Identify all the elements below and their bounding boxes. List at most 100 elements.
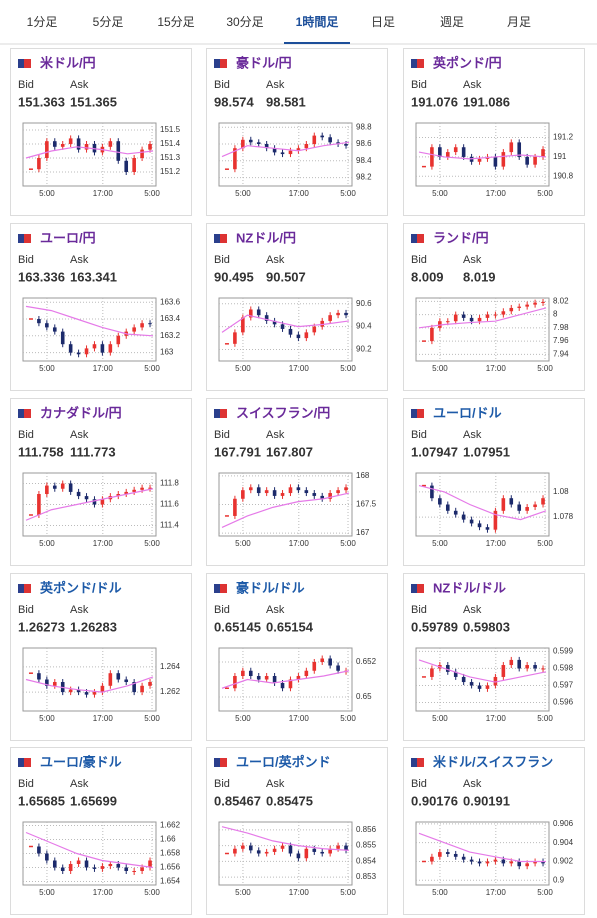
ask-label: Ask xyxy=(266,254,285,266)
y-tick-label: 8 xyxy=(553,310,558,319)
x-tick-label: 5:00 xyxy=(537,888,553,897)
rate-card[interactable]: 米ドル/円 Bid Ask 151.363 151.365 151.2 151.3 151.4… xyxy=(10,48,192,216)
tab[interactable]: 日足 xyxy=(371,15,395,29)
y-tick-label: 1.078 xyxy=(553,512,574,521)
y-tick-label: 151.5 xyxy=(160,125,181,134)
y-tick-label: 98.4 xyxy=(356,156,372,165)
tab[interactable]: 1時間足 xyxy=(296,14,339,29)
candle xyxy=(288,150,293,155)
moving-average xyxy=(25,146,154,159)
candle xyxy=(132,158,136,172)
pair-title[interactable]: 英ポンド/円 xyxy=(432,55,502,70)
pair-title[interactable]: ランド/円 xyxy=(433,230,489,245)
candle xyxy=(92,867,97,869)
y-tick-label: 111.8 xyxy=(160,479,179,488)
tab[interactable]: 30分足 xyxy=(226,15,263,29)
candle xyxy=(312,662,317,671)
x-tick-label: 17:00 xyxy=(289,189,310,198)
flag-icon xyxy=(24,584,31,593)
x-tick-label: 5:00 xyxy=(340,888,356,897)
candle xyxy=(108,673,113,686)
tab[interactable]: 15分足 xyxy=(157,15,194,29)
flag-icon xyxy=(24,59,31,68)
rate-card[interactable]: ユーロ/豪ドル Bid Ask 1.65685 1.65699 1.654 1.656 1.6… xyxy=(10,747,192,915)
x-tick-label: 5:00 xyxy=(432,364,448,373)
pair-title[interactable]: カナダドル/円 xyxy=(40,405,122,420)
rate-card[interactable]: NZドル/ドル Bid Ask 0.59789 0.59803 0.596 0.597 0.5… xyxy=(403,573,585,741)
pair-title[interactable]: 米ドル/円 xyxy=(40,55,96,70)
candle xyxy=(76,352,81,355)
rate-card[interactable]: 英ポンド/ドル Bid Ask 1.26273 1.26283 1.262 1.264 5:0… xyxy=(10,573,192,741)
pair-title[interactable]: 英ポンド/ドル xyxy=(39,580,122,595)
y-tick-label: 7.94 xyxy=(553,349,569,358)
candle xyxy=(148,682,152,686)
candle xyxy=(68,483,73,492)
candle xyxy=(477,861,482,864)
y-tick-label: 111.4 xyxy=(160,521,179,530)
candle xyxy=(241,317,245,333)
pair-title[interactable]: ユーロ/円 xyxy=(40,230,96,245)
pair-title[interactable]: 豪ドル/円 xyxy=(236,55,292,70)
candle xyxy=(477,523,482,528)
pair-title[interactable]: ユーロ/ドル xyxy=(433,405,502,420)
y-tick-label: 163.2 xyxy=(160,331,181,340)
candle xyxy=(453,853,458,857)
pair-title[interactable]: 豪ドル/ドル xyxy=(236,580,305,595)
x-tick-label: 5:00 xyxy=(432,714,448,723)
candle xyxy=(100,499,105,505)
rate-card[interactable]: 豪ドル/円 Bid Ask 98.574 98.581 98.2 98.4 98.6 98.8 5… xyxy=(206,48,388,216)
pair-title[interactable]: NZドル/ドル xyxy=(433,580,506,595)
rate-card[interactable]: 豪ドル/ドル Bid Ask 0.65145 0.65154 0.65 0.652 5:00 1… xyxy=(206,573,388,741)
rate-card[interactable]: ユーロ/英ポンド Bid Ask 0.85467 0.85475 0.853 0.854 0.… xyxy=(206,747,388,915)
y-tick-label: 168 xyxy=(356,471,370,480)
rate-card[interactable]: 米ドル/スイスフラン Bid Ask 0.90176 0.90191 0.9 0.902 0.… xyxy=(403,747,585,915)
pair-title[interactable]: 米ドル/スイスフラン xyxy=(433,754,553,769)
bid-label: Bid xyxy=(411,254,427,266)
rate-card[interactable]: スイスフラン/円 Bid Ask 167.791 167.807 167 167.5 168 5… xyxy=(206,398,388,566)
candle xyxy=(280,152,285,155)
y-tick-label: 90.2 xyxy=(356,345,372,354)
candle xyxy=(430,147,434,167)
candle xyxy=(501,859,506,864)
candle xyxy=(116,864,121,868)
rate-card[interactable]: NZドル/円 Bid Ask 90.495 90.507 90.2 90.4 90.6 5:00… xyxy=(206,223,388,391)
candle xyxy=(68,689,73,693)
tab[interactable]: 5分足 xyxy=(93,15,124,29)
candle xyxy=(116,494,121,497)
rate-card[interactable]: ユーロ/ドル Bid Ask 1.07947 1.07951 1.078 1.08 5:00 1… xyxy=(403,398,585,566)
y-tick-label: 0.652 xyxy=(356,657,377,666)
tab[interactable]: 週足 xyxy=(440,15,464,29)
pair-title[interactable]: ユーロ/豪ドル xyxy=(40,754,122,769)
ask-value: 167.807 xyxy=(266,444,313,459)
plot-frame xyxy=(218,122,353,187)
candle xyxy=(541,861,545,864)
pair-title[interactable]: NZドル/円 xyxy=(236,230,296,245)
candle xyxy=(116,335,121,345)
candle xyxy=(124,491,129,494)
candle xyxy=(132,871,136,872)
candle xyxy=(445,852,450,854)
tab[interactable]: 1分足 xyxy=(27,15,58,29)
pair-title[interactable]: ユーロ/英ポンド xyxy=(236,754,331,769)
ask-label: Ask xyxy=(463,429,482,441)
tab[interactable]: 月足 xyxy=(507,15,531,29)
candle xyxy=(320,320,325,327)
rate-card[interactable]: 英ポンド/円 Bid Ask 191.076 191.086 190.8 191 191.2 5… xyxy=(403,48,585,216)
rate-card[interactable]: ユーロ/円 Bid Ask 163.336 163.341 163 163.2 163.4 16… xyxy=(10,223,192,391)
bid-value: 1.65685 xyxy=(18,793,65,808)
x-tick-label: 17:00 xyxy=(289,714,310,723)
x-tick-label: 5:00 xyxy=(144,539,160,548)
bid-value: 111.758 xyxy=(18,444,64,459)
candle xyxy=(264,315,269,321)
rate-card[interactable]: カナダドル/円 Bid Ask 111.758 111.773 111.4 111.6 111… xyxy=(10,398,192,566)
pair-title[interactable]: スイスフラン/円 xyxy=(236,405,330,420)
flag-icon xyxy=(220,59,227,68)
ask-label: Ask xyxy=(70,604,89,616)
candle xyxy=(461,514,466,520)
candle xyxy=(248,670,253,676)
candle xyxy=(477,685,482,689)
candle xyxy=(501,311,506,315)
y-tick-label: 7.96 xyxy=(553,336,569,345)
rate-card[interactable]: ランド/円 Bid Ask 8.009 8.019 7.94 7.96 7.98 8 8.02 5:… xyxy=(403,223,585,391)
